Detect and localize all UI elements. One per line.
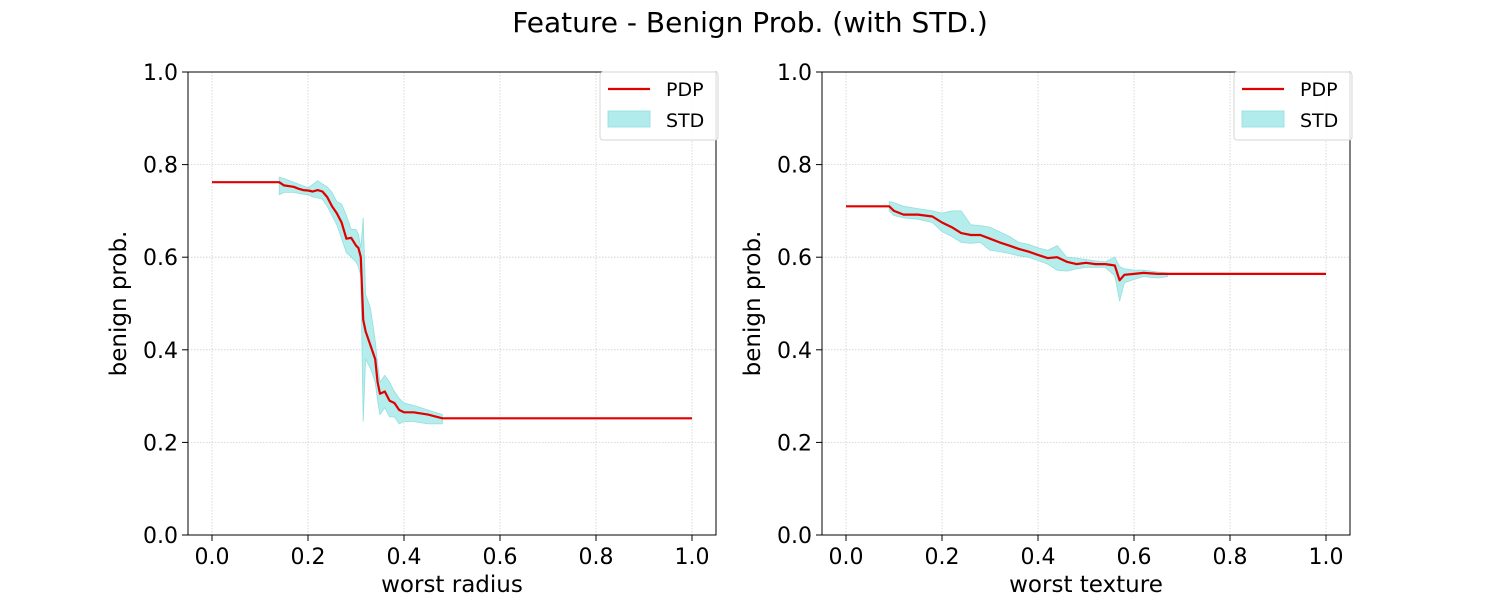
- chart2-xtick-label-3: 0.6: [1117, 545, 1152, 570]
- chart1-panel: 0.0 0.2 0.4 0.6 0.8 1.0 0.0 0.2 0.4 0.6 0.8 1.0 wors…: [106, 61, 719, 598]
- chart1-xtick-label-5: 1.0: [675, 545, 710, 570]
- chart1-legend-std-label: STD: [666, 110, 704, 132]
- chart1-legend-pdp-label: PDP: [666, 79, 704, 101]
- chart2-ytick-label-5: 1.0: [777, 61, 812, 86]
- chart2-xlabel: worst texture: [1009, 572, 1163, 598]
- chart1-ytick-label-5: 1.0: [143, 61, 178, 86]
- chart1-xtick-label-2: 0.4: [387, 545, 422, 570]
- chart2-legend: PDP STD: [1233, 71, 1353, 141]
- chart1-xtick-label-4: 0.8: [579, 545, 614, 570]
- chart2-axes-frame: [821, 71, 1351, 536]
- chart2-legend-std-label: STD: [1300, 110, 1338, 132]
- chart1-xlabel: worst radius: [381, 572, 523, 598]
- chart2-ytick-label-3: 0.6: [777, 246, 812, 271]
- chart2-ytick-label-0: 0.0: [777, 524, 812, 549]
- chart1-pdp-line: [212, 181, 692, 420]
- chart2-ylabel: benign prob.: [740, 231, 766, 377]
- chart1-legend: PDP STD: [599, 71, 719, 141]
- chart2-ytick-label-4: 0.8: [777, 154, 812, 179]
- chart2-panel: 0.0 0.2 0.4 0.6 0.8 1.0 0.0 0.2 0.4 0.6 0.8 1.0 wors…: [740, 61, 1353, 598]
- chart2-ytick-label-1: 0.2: [777, 431, 812, 456]
- chart1-std-band: [278, 176, 443, 425]
- chart1-xtick-label-3: 0.6: [483, 545, 518, 570]
- chart1-xtick-label-1: 0.2: [291, 545, 326, 570]
- chart2-xtick-label-2: 0.4: [1021, 545, 1056, 570]
- chart1-ytick-label-2: 0.4: [143, 339, 178, 364]
- chart2-legend-pdp-label: PDP: [1300, 79, 1338, 101]
- chart1-ytick-label-0: 0.0: [143, 524, 178, 549]
- chart2-xtick-label-5: 1.0: [1309, 545, 1344, 570]
- chart1-ytick-label-4: 0.8: [143, 154, 178, 179]
- figure-title: Feature - Benign Prob. (with STD.): [512, 6, 988, 39]
- chart1-ylabel: benign prob.: [106, 231, 132, 377]
- chart2-pdp-line: [846, 205, 1326, 282]
- chart2-ytick-label-2: 0.4: [777, 339, 812, 364]
- chart2-legend-std-swatch: [1241, 110, 1285, 128]
- chart1-ytick-label-1: 0.2: [143, 431, 178, 456]
- chart1-ytick-label-3: 0.6: [143, 246, 178, 271]
- chart2-xtick-label-1: 0.2: [925, 545, 960, 570]
- chart2-xtick-label-4: 0.8: [1213, 545, 1248, 570]
- chart1-axes-frame: [187, 71, 717, 536]
- chart2-xtick-label-0: 0.0: [829, 545, 864, 570]
- chart1-legend-std-swatch: [607, 110, 651, 128]
- chart1-xtick-label-0: 0.0: [195, 545, 230, 570]
